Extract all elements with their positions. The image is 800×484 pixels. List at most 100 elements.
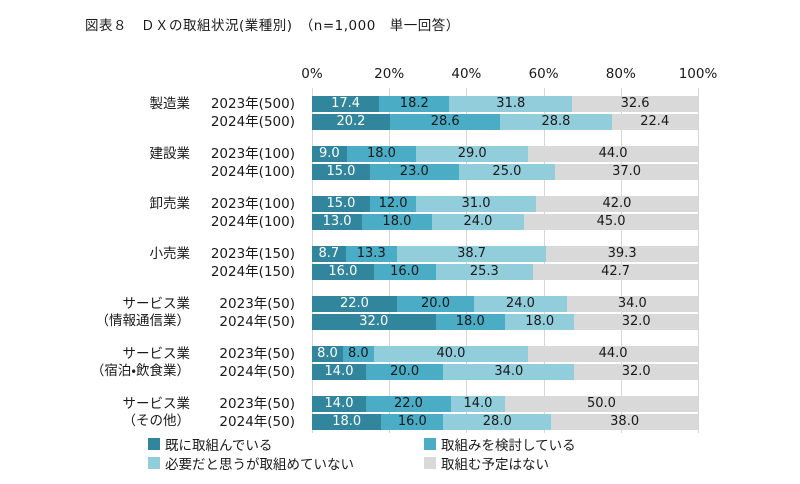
bar-segment: 32.6 [572,96,698,112]
bar-value-label: 25.0 [492,164,522,179]
bar-value-label: 13.3 [356,246,386,261]
category-label-line: サービス業 [122,396,191,412]
bar-row: 2024年(100) 13.0 18.0 24.0 45.0 [0,214,698,230]
bar-value-label: 8.0 [347,346,369,361]
stacked-bar: 9.0 18.0 29.0 44.0 [312,146,698,162]
bar-segment: 20.0 [366,364,444,380]
bar-value-label: 25.3 [469,264,499,279]
bar-value-label: 8.0 [317,346,338,361]
bar-segment: 12.0 [369,196,417,212]
stacked-bar-chart: 製造業 2023年(500) 17.4 18.2 31.8 32.6 2024年(500) 2… [0,96,698,446]
bar-segment: 8.7 [312,246,346,262]
category-label-line: （宿泊・飲食業） [90,363,190,379]
category-label-line: 建設業 [149,146,191,162]
bar-segment: 14.0 [312,364,367,380]
stacked-bar: 15.0 23.0 25.0 37.0 [312,164,698,180]
bar-value-label: 44.0 [598,146,628,161]
bar-value-label: 32.0 [621,364,651,379]
bar-value-label: 38.7 [457,246,487,261]
bar-segment: 42.0 [535,196,698,212]
bar-segment: 18.0 [346,146,417,162]
industry-group: サービス業 （情報通信業） 2023年(50) 22.0 20.0 24.0 34.0 202… [0,296,698,330]
category-label-line: サービス業 [122,346,191,362]
bar-segment: 15.0 [312,196,370,212]
bar-segment: 9.0 [312,146,347,162]
bar-value-label: 39.3 [607,246,637,261]
bar-segment: 42.7 [533,264,698,280]
bar-value-label: 20.0 [421,296,450,311]
bar-value-label: 32.0 [359,314,389,329]
category-label: 製造業 [0,96,191,113]
figure-title: 図表８ ＤＸの取組状況(業種別) （n=1,000 単一回答） [85,18,460,34]
industry-group: 製造業 2023年(500) 17.4 18.2 31.8 32.6 2024年(500) 2… [0,96,698,130]
industry-group: サービス業 （その他） 2023年(50) 14.0 22.0 14.0 50.0 2024年… [0,396,698,430]
stacked-bar: 14.0 22.0 14.0 50.0 [312,396,698,412]
stacked-bar: 14.0 20.0 34.0 32.0 [312,364,698,380]
bar-value-label: 32.6 [620,96,650,111]
legend-swatch-icon [424,457,436,469]
bar-segment: 18.0 [312,414,382,430]
x-axis-tick: 80% [605,66,636,82]
bar-value-label: 28.8 [541,114,571,129]
bar-row: 2024年(500) 20.2 28.6 28.8 22.4 [0,114,698,130]
legend-label: 取組みを検討している [441,438,576,454]
year-label: 2023年(100) [210,146,295,162]
stacked-bar: 8.7 13.3 38.7 39.3 [312,246,698,262]
year-label: 2024年(100) [210,164,295,180]
bar-value-label: 9.0 [319,146,340,161]
category-label: サービス業 （宿泊・飲食業） [0,346,190,380]
x-axis-tick: 60% [528,66,559,82]
year-label: 2024年(50) [219,314,295,330]
bar-value-label: 32.0 [621,314,651,329]
bar-value-label: 23.0 [399,164,429,179]
legend-swatch-icon [148,438,160,450]
category-label-line: 小売業 [149,246,191,262]
bar-value-label: 14.0 [324,364,354,379]
bar-value-label: 22.4 [640,114,670,129]
bar-segment: 22.0 [366,396,451,412]
category-label-line: （その他） [122,413,191,429]
bar-segment: 14.0 [450,396,505,412]
gridline-100% [698,88,699,433]
x-axis-tick: 20% [374,66,405,82]
bar-value-label: 18.0 [455,314,485,329]
bar-value-label: 45.0 [596,214,626,229]
bar-value-label: 31.8 [496,96,526,111]
bar-segment: 28.8 [500,114,612,130]
category-label: サービス業 （情報通信業） [0,296,191,330]
bar-segment: 24.0 [431,214,525,230]
bar-row: 2023年(50) 22.0 20.0 24.0 34.0 [0,296,698,312]
year-label: 2023年(100) [210,196,295,212]
bar-row: 2024年(150) 16.0 16.0 25.3 42.7 [0,264,698,280]
bar-row: 2023年(500) 17.4 18.2 31.8 32.6 [0,96,698,112]
bar-row: 2024年(50) 32.0 18.0 18.0 32.0 [0,314,698,330]
bar-segment: 25.3 [435,264,534,280]
year-label: 2024年(150) [210,264,295,280]
bar-segment: 20.0 [396,296,475,312]
year-label: 2023年(50) [219,396,295,412]
bar-segment: 17.4 [312,96,380,112]
bar-value-label: 40.0 [436,346,466,361]
bar-value-label: 14.0 [324,396,354,411]
bar-value-label: 15.0 [326,164,356,179]
bar-row: 2023年(50) 14.0 22.0 14.0 50.0 [0,396,698,412]
bar-segment: 31.8 [449,96,573,112]
bar-value-label: 34.0 [494,364,524,379]
bar-value-label: 42.7 [601,264,631,279]
bar-segment: 50.0 [504,396,698,412]
bar-segment: 8.0 [342,346,374,362]
category-label-line: サービス業 [122,296,191,312]
legend-item: 取組みを検討している [424,434,576,454]
year-label: 2024年(500) [210,114,295,130]
bar-segment: 25.0 [458,164,556,180]
category-label-line: （情報通信業） [95,313,191,329]
bar-segment: 32.0 [574,314,698,330]
bar-value-label: 31.0 [461,196,491,211]
bar-segment: 38.0 [551,414,698,430]
bar-segment: 16.0 [312,264,374,280]
stacked-bar: 32.0 18.0 18.0 32.0 [312,314,698,330]
legend-item: 取組む予定はない [424,453,549,473]
bar-segment: 31.0 [416,196,536,212]
year-label: 2023年(500) [210,96,295,112]
